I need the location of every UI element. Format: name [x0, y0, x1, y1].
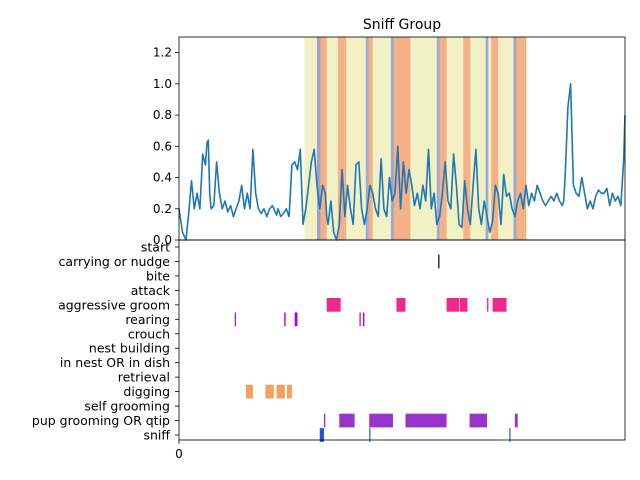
- event-bar: [276, 384, 285, 399]
- shaded-band: [436, 37, 440, 240]
- y-tick-label: 1.0: [153, 77, 172, 91]
- shaded-band: [365, 37, 369, 240]
- category-label: sniff: [143, 428, 170, 443]
- event-bar: [369, 428, 371, 442]
- shaded-band: [439, 37, 447, 240]
- event-bar: [469, 413, 488, 428]
- category-label: crouch: [128, 326, 170, 341]
- y-tick-label: 0.2: [153, 202, 172, 216]
- shaded-band: [392, 37, 411, 240]
- shaded-band: [513, 37, 517, 240]
- event-bar: [359, 312, 361, 327]
- top-panel: 0.0 0.2 0.4 0.6 0.8 1.0 1.2: [153, 36, 626, 247]
- event-bar: [234, 312, 236, 327]
- event-bar: [323, 413, 326, 428]
- series-line: [178, 83, 626, 241]
- event-bar: [326, 297, 341, 312]
- event-bar: [294, 312, 298, 327]
- shaded-band: [316, 37, 321, 240]
- y-tick-label: 0.6: [153, 139, 172, 153]
- event-bar: [492, 297, 507, 312]
- category-label: in nest OR in dish: [60, 355, 170, 370]
- event-bar: [459, 297, 468, 312]
- event-bar: [405, 413, 447, 428]
- y-tick-label: 0.4: [153, 171, 172, 185]
- shaded-band: [316, 37, 327, 240]
- event-bar: [284, 312, 286, 327]
- event-bar: [446, 297, 460, 312]
- category-label: aggressive groom: [58, 297, 170, 312]
- category-label: retrieval: [118, 370, 170, 385]
- shaded-band: [485, 37, 489, 240]
- shaded-band: [368, 37, 373, 240]
- chart-title: Sniff Group: [363, 17, 441, 33]
- shaded-band: [514, 37, 527, 240]
- category-label: rearing: [125, 312, 170, 327]
- category-label: pup grooming OR qtip: [32, 413, 170, 428]
- y-tick-label: 0.8: [153, 108, 172, 122]
- y-tick-label: 1.2: [153, 46, 172, 60]
- category-label: digging: [123, 384, 170, 399]
- category-label: nest building: [89, 341, 170, 356]
- category-label: attack: [131, 283, 171, 298]
- category-label: start: [141, 240, 170, 255]
- event-bar: [369, 413, 393, 428]
- event-bar: [487, 297, 489, 312]
- event-bar: [245, 384, 253, 399]
- event-bar: [396, 297, 406, 312]
- event-bar: [339, 413, 355, 428]
- category-label: carrying or nudge: [59, 254, 171, 269]
- category-label: bite: [146, 268, 170, 283]
- event-bar: [438, 254, 440, 269]
- event-bar: [514, 413, 518, 428]
- shaded-band: [463, 37, 471, 240]
- event-bar: [287, 384, 292, 399]
- y-tick-label: 0.0: [153, 233, 172, 247]
- event-bar: [319, 428, 324, 442]
- category-label: self grooming: [84, 399, 170, 414]
- event-bar: [509, 428, 511, 442]
- event-bar: [265, 384, 274, 399]
- event-bar: [362, 312, 365, 327]
- shaded-band: [491, 37, 499, 240]
- shaded-band: [337, 37, 347, 240]
- x-tick-label: 0: [175, 447, 183, 461]
- shaded-band: [390, 37, 394, 240]
- bottom-axes-frame: [178, 239, 626, 441]
